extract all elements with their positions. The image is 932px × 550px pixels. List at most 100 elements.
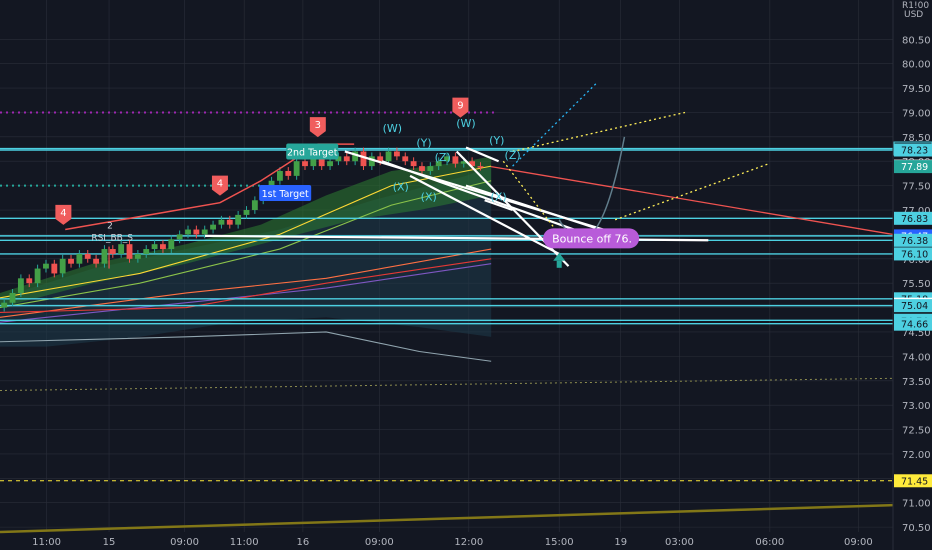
candle-body [402,156,409,162]
red-projection-line [491,165,894,236]
candle-body [377,156,384,162]
candle-body [193,229,200,235]
candle-body [84,253,91,259]
candle-body [68,258,74,264]
callout-box [543,228,640,249]
candle-body [343,156,350,162]
y-tick-label: 73.00 [902,401,931,412]
price-label-box [894,160,932,174]
candle-body [352,151,359,162]
wave-label: (X) [393,181,409,194]
x-tick-label: 06:00 [755,537,784,548]
candle-body [59,258,66,274]
wave-label: (Z) [505,149,521,162]
buy-arrow-icon [553,252,566,261]
x-tick-label: 12:00 [454,537,483,548]
trend-drawings[interactable]: Bounce off 76. [65,82,770,268]
wave-label: (W) [383,122,402,135]
candle-body [302,161,308,167]
y-tick-label: 75.50 [902,279,931,290]
candle-body [235,214,242,225]
candle-body [226,219,233,225]
olive-trendline [0,503,894,534]
y-tick-label: 79.50 [902,84,931,95]
candle-body [176,234,183,240]
y-tick-label: 72.00 [902,450,931,461]
wave-label: (Y) [489,134,504,147]
sell-marker-label: 3 [315,120,321,131]
target-label: 1st Target [262,189,309,200]
bollinger-bands [0,156,492,362]
callout-text: Bounce off 76. [552,232,632,245]
price-label-box [894,233,932,247]
candle-body [435,161,442,167]
target-box [259,184,312,201]
candle-body [76,253,83,264]
candle-body [310,156,317,167]
sell-marker [55,204,72,225]
y-tick-label: 71.00 [902,499,931,510]
y-tick-label: 79.00 [902,108,931,119]
sell-marker-label: 4 [60,208,66,219]
candle-body [51,263,58,274]
white-trend-line [484,199,513,212]
x-tick-label: 11:00 [230,537,259,548]
y-tick-label: 73.50 [902,377,931,388]
price-label-box [894,247,932,261]
wave-label: (X) [491,190,507,203]
target-label: 2nd Target [287,147,338,158]
candle-body [218,219,225,225]
candle-body [427,166,434,171]
price-axis[interactable]: R1!00 USD 70.5071.0071.5072.0072.5073.00… [892,0,932,550]
candle-body [1,302,8,308]
price-label: 76.10 [901,249,928,260]
candle-body [26,278,33,284]
candle-body [185,229,191,235]
y-tick-label: 80.50 [902,35,931,46]
indicator-label: RSI_BB_S [91,233,133,243]
candle-body [243,210,250,215]
buy-arrow-stem [556,260,562,268]
candle-body [160,244,166,250]
indicator-marker: 2 [107,222,113,232]
wave-label: (X) [421,190,437,203]
candle-body [251,200,258,211]
candle-body [293,161,300,176]
white-trend-line [465,146,500,163]
price-label-box [894,211,932,225]
sell-marker-label: 9 [457,101,463,112]
price-label: 76.83 [901,214,928,225]
candle-body [368,156,375,167]
price-label-box [894,317,932,331]
wave-label: (Y) [416,137,431,150]
symbol-label: R1!00 [902,1,929,11]
x-tick-label: 15:00 [545,537,574,548]
x-tick-label: 09:00 [844,537,873,548]
candle-body [276,170,283,181]
y-tick-label: 74.50 [902,328,931,339]
time-axis[interactable]: 11:00 15 09:00 11:00 16 09:00 12:00 15:00 19 03:0… [32,537,873,548]
y-tick-label: 77.00 [902,206,931,217]
candle-body [285,170,292,176]
moving-average-line [0,180,492,309]
candle-body [43,263,49,269]
candle-body [460,161,467,164]
price-label: 74.66 [901,320,928,331]
projection-arrow [502,160,560,235]
white-trend-line [409,174,560,255]
candle-body [17,278,24,293]
candle-body [327,161,333,167]
x-tick-label: 09:00 [170,537,199,548]
candle-body [469,161,476,167]
ribbon-area [0,156,492,308]
y-tick-label: 72.50 [902,426,931,437]
wave-label: (W) [456,117,475,130]
candle-body [109,249,116,254]
candle-body [419,166,425,171]
candle-body [101,249,108,264]
candle-body [93,258,100,264]
candle-body [444,156,450,162]
sell-marker [452,97,469,118]
